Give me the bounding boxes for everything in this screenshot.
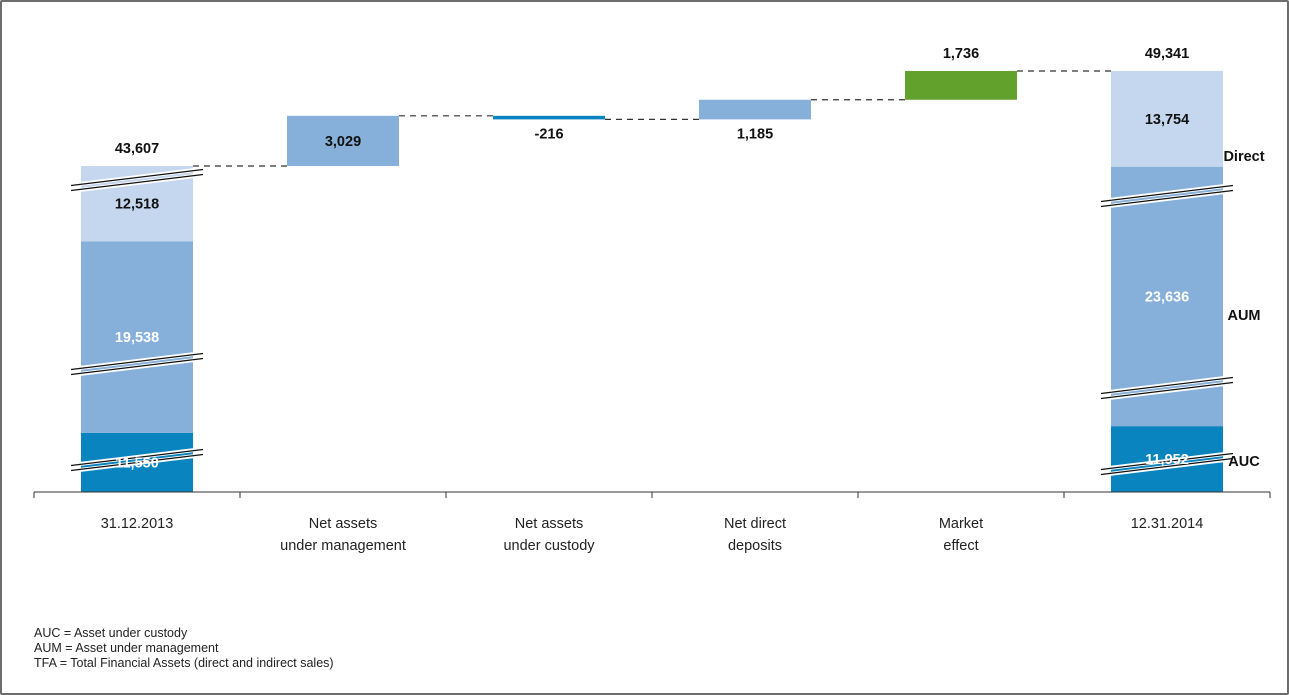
break-end-direct-line-a: [1100, 184, 1234, 203]
change-label-2: 1,185: [737, 126, 773, 142]
break-end-auc-line-b: [1100, 457, 1234, 476]
bar-change-2: [699, 99, 811, 120]
break-end-auc: [1100, 451, 1234, 477]
footnote-tfa: TFA = Total Financial Assets (direct and…: [34, 656, 334, 670]
seg-label-end-direct: 13,754: [1145, 112, 1189, 128]
break-end-aum-line-b: [1100, 381, 1234, 400]
bar-start-aum: [81, 241, 193, 433]
seg-label-end-auc: 11,952: [1145, 452, 1189, 468]
seg-label-end-aum: 23,636: [1145, 289, 1189, 305]
break-start-aum-line-a: [70, 352, 204, 371]
break-end-auc-line-a: [1100, 452, 1234, 471]
connectors-layer: [193, 70, 1111, 167]
change-label-1: -216: [534, 126, 563, 142]
break-start-aum: [70, 351, 204, 377]
x-tick-label-3-line1: Net direct: [724, 516, 786, 532]
change-label-3: 1,736: [943, 46, 979, 62]
bar-change-1: [493, 115, 605, 120]
bar-end-direct: [1111, 70, 1223, 167]
seg-label-start-aum: 19,538: [115, 330, 159, 346]
break-end-aum: [1100, 375, 1234, 401]
footnote-auc: AUC = Asset under custody: [34, 626, 188, 640]
seg-label-start-auc: 11,550: [115, 455, 159, 471]
seg-label-start-direct: 12,518: [115, 197, 159, 213]
bar-end-aum: [1111, 166, 1223, 427]
break-end-direct: [1100, 183, 1234, 209]
x-tick-label-4-line1: Market: [939, 516, 983, 532]
break-start-aum-line-b: [70, 357, 204, 376]
bar-change-3: [905, 71, 1017, 100]
axis-breaks-layer: [70, 167, 1234, 477]
x-tick-label-5-line1: 12.31.2014: [1131, 516, 1204, 532]
total-label-start: 43,607: [115, 141, 159, 157]
x-tick-label-1-line1: Net assets: [309, 516, 378, 532]
bar-change-0: [287, 115, 399, 166]
break-start-auc-line-a: [70, 448, 204, 467]
x-tick-label-1-line2: under management: [280, 538, 406, 554]
break-start-direct-line-b: [70, 173, 204, 192]
x-tick-label-3-line2: deposits: [728, 538, 782, 554]
x-tick-label-0-line1: 31.12.2013: [101, 516, 174, 532]
x-tick-label-4-line2: effect: [943, 538, 978, 554]
break-end-aum-line-a: [1100, 376, 1234, 395]
break-end-direct-line-b: [1100, 189, 1234, 208]
x-axis: 31.12.2013 Net assets under management Net …: [33, 491, 1271, 554]
x-tick-label-2-line1: Net assets: [515, 516, 584, 532]
x-tick-label-2-line2: under custody: [503, 538, 595, 554]
labels-layer: 11,550 19,538 12,518 43,607 11,952 23,636 13,7…: [115, 46, 1265, 471]
total-label-end: 49,341: [1145, 46, 1189, 62]
break-start-auc: [70, 447, 204, 473]
legend-direct: Direct: [1223, 149, 1264, 165]
legend-auc: AUC: [1228, 454, 1260, 470]
footnote-aum: AUM = Asset under management: [34, 641, 219, 655]
change-label-0: 3,029: [325, 134, 361, 150]
break-start-direct: [70, 167, 204, 194]
break-start-auc-line-b: [70, 453, 204, 472]
footnotes: AUC = Asset under custody AUM = Asset un…: [34, 626, 334, 671]
break-start-direct-line-a: [70, 168, 204, 187]
bars-layer: [81, 70, 1223, 492]
legend-aum: AUM: [1227, 308, 1260, 324]
